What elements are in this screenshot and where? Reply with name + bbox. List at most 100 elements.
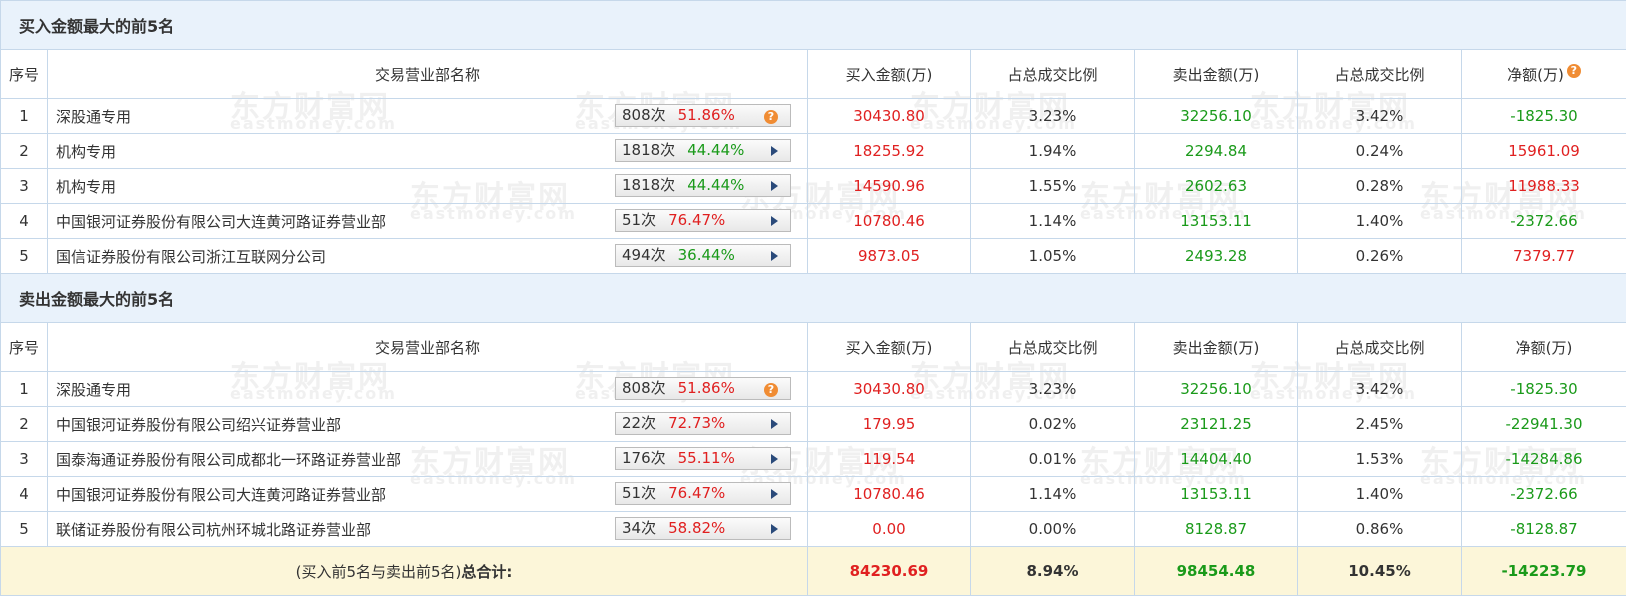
sell-amount: 13153.11: [1134, 203, 1298, 239]
total-net: -14223.79: [1460, 546, 1626, 596]
branch-stats[interactable]: 494次 36.44%: [615, 244, 791, 267]
branch-name-text: 中国银河证券股份有限公司大连黄河路证券营业部: [56, 485, 387, 504]
branch-stats[interactable]: 22次 72.73%: [615, 412, 791, 435]
rank: 3: [0, 168, 48, 204]
trade-count: 51次: [622, 211, 657, 229]
trade-count: 808次: [622, 106, 666, 124]
data-row: 3 机构专用 1818次 44.44% 14590.96 1.55% 2602.63 0.28…: [0, 168, 1626, 204]
win-rate: 51.86%: [677, 106, 735, 124]
sell-amount: 32256.10: [1134, 371, 1298, 407]
rank: 4: [0, 203, 48, 239]
column-title: 交易营业部名称: [47, 322, 808, 372]
sell-ratio: 3.42%: [1297, 98, 1462, 134]
column-title: 净额(万): [1460, 322, 1626, 372]
expand-arrow[interactable]: [771, 419, 778, 429]
expand-arrow[interactable]: [771, 454, 778, 464]
total-row: (买入前5名与卖出前5名)总合计: 84230.69 8.94% 98454.48 10…: [0, 546, 1626, 596]
buy-amount: 18255.92: [807, 133, 971, 169]
expand-arrow[interactable]: [771, 489, 778, 499]
expand-arrow[interactable]: [771, 251, 778, 261]
rank: 3: [0, 441, 48, 477]
buy-ratio: 0.00%: [970, 511, 1135, 547]
net-amount: 7379.77: [1460, 238, 1626, 274]
sell-ratio: 0.86%: [1297, 511, 1462, 547]
column-title: 序号: [0, 49, 48, 99]
net-amount: -14284.86: [1460, 441, 1626, 477]
branch-name-text: 深股通专用: [56, 107, 132, 126]
sell-ratio: 0.24%: [1297, 133, 1462, 169]
branch-stats[interactable]: 1818次 44.44%: [615, 174, 791, 197]
buy-amount: 10780.46: [807, 203, 971, 239]
data-row: 1 深股通专用 808次 51.86%? 30430.80 3.23% 32256.10 3.…: [0, 371, 1626, 407]
expand-arrow[interactable]: [771, 181, 778, 191]
section-header: 买入金额最大的前5名: [0, 0, 1626, 50]
branch-name-text: 国信证券股份有限公司浙江互联网分公司: [56, 247, 327, 266]
data-row: 4 中国银河证券股份有限公司大连黄河路证券营业部 51次 76.47% 10780.46…: [0, 476, 1626, 512]
total-sell: 98454.48: [1134, 546, 1298, 596]
win-rate: 44.44%: [687, 176, 745, 194]
total-label: (买入前5名与卖出前5名)总合计:: [0, 546, 808, 596]
help-icon: ?: [764, 110, 778, 124]
column-title: 卖出金额(万): [1134, 49, 1298, 99]
net-amount: 11988.33: [1460, 168, 1626, 204]
net-amount: -2372.66: [1460, 476, 1626, 512]
buy-ratio: 1.14%: [970, 476, 1135, 512]
rank: 5: [0, 238, 48, 274]
data-row: 2 机构专用 1818次 44.44% 18255.92 1.94% 2294.84 0.24…: [0, 133, 1626, 169]
total-sell-ratio: 10.45%: [1297, 546, 1462, 596]
sell-amount: 32256.10: [1134, 98, 1298, 134]
sell-amount: 14404.40: [1134, 441, 1298, 477]
sell-ratio: 0.26%: [1297, 238, 1462, 274]
branch-stats[interactable]: 176次 55.11%: [615, 447, 791, 470]
data-row: 3 国泰海通证券股份有限公司成都北一环路证券营业部 176次 55.11% 119.54…: [0, 441, 1626, 477]
sell-amount: 23121.25: [1134, 406, 1298, 442]
expand-arrow[interactable]: [771, 216, 778, 226]
branch-name: 国泰海通证券股份有限公司成都北一环路证券营业部 176次 55.11%: [47, 441, 808, 477]
branch-name-text: 国泰海通证券股份有限公司成都北一环路证券营业部: [56, 450, 402, 469]
buy-amount: 30430.80: [807, 371, 971, 407]
branch-stats[interactable]: 808次 51.86%?: [615, 104, 791, 127]
total-buy: 84230.69: [807, 546, 971, 596]
expand-arrow[interactable]: [771, 524, 778, 534]
rank: 2: [0, 133, 48, 169]
sell-amount: 8128.87: [1134, 511, 1298, 547]
sell-ratio: 3.42%: [1297, 371, 1462, 407]
branch-stats[interactable]: 51次 76.47%: [615, 482, 791, 505]
column-header: 序号 交易营业部名称 买入金额(万) 占总成交比例 卖出金额(万) 占总成交比例 净额(万)…: [0, 49, 1626, 99]
net-amount: -8128.87: [1460, 511, 1626, 547]
net-amount: -22941.30: [1460, 406, 1626, 442]
branch-stats[interactable]: 34次 58.82%: [615, 517, 791, 540]
sell-amount: 2294.84: [1134, 133, 1298, 169]
column-title: 交易营业部名称: [47, 49, 808, 99]
buy-amount: 0.00: [807, 511, 971, 547]
branch-name-text: 机构专用: [56, 177, 117, 196]
trade-count: 494次: [622, 246, 666, 264]
column-title: 序号: [0, 322, 48, 372]
rank: 1: [0, 98, 48, 134]
data-row: 1 深股通专用 808次 51.86%? 30430.80 3.23% 32256.10 3.…: [0, 98, 1626, 134]
trade-count: 1818次: [622, 141, 676, 159]
buy-amount: 9873.05: [807, 238, 971, 274]
buy-amount: 179.95: [807, 406, 971, 442]
data-row: 5 联储证券股份有限公司杭州环城北路证券营业部 34次 58.82% 0.00 0.00%…: [0, 511, 1626, 547]
data-row: 2 中国银河证券股份有限公司绍兴证券营业部 22次 72.73% 179.95 0.02%…: [0, 406, 1626, 442]
column-title: 卖出金额(万): [1134, 322, 1298, 372]
branch-name-text: 机构专用: [56, 142, 117, 161]
trade-count: 51次: [622, 484, 657, 502]
branch-name-text: 联储证券股份有限公司杭州环城北路证券营业部: [56, 520, 372, 539]
total-label-bold: 总合计:: [461, 562, 513, 581]
expand-arrow[interactable]: [771, 146, 778, 156]
rank: 5: [0, 511, 48, 547]
branch-stats[interactable]: 51次 76.47%: [615, 209, 791, 232]
column-title: 占总成交比例: [1297, 49, 1462, 99]
column-title: 占总成交比例: [970, 49, 1135, 99]
branch-stats[interactable]: 1818次 44.44%: [615, 139, 791, 162]
branch-stats[interactable]: 808次 51.86%?: [615, 377, 791, 400]
rank: 2: [0, 406, 48, 442]
net-amount: -1825.30: [1460, 371, 1626, 407]
trade-count: 176次: [622, 449, 666, 467]
sell-ratio: 2.45%: [1297, 406, 1462, 442]
data-row: 5 国信证券股份有限公司浙江互联网分公司 494次 36.44% 9873.05 1.05…: [0, 238, 1626, 274]
